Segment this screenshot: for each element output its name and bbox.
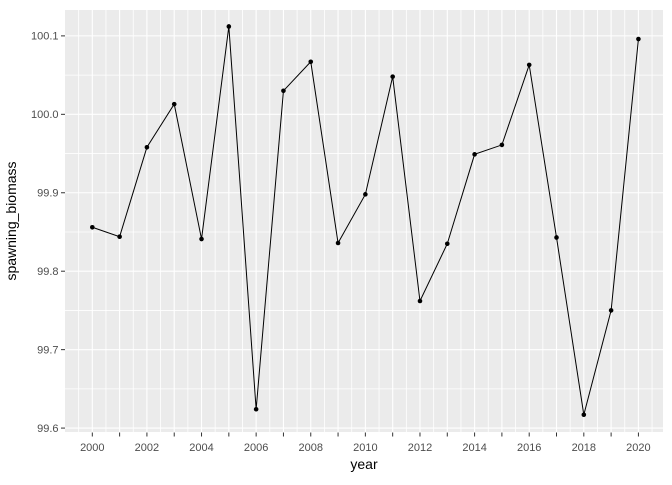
y-tick-label: 100.0 [31,109,59,121]
plot-panel [65,10,663,432]
data-point [171,101,177,107]
data-point [417,298,423,304]
x-tick-label: 2002 [135,442,159,454]
data-point [117,234,122,239]
y-axis-title: spawning_biomass [3,161,19,280]
data-point [581,412,587,418]
y-tick-label: 100.1 [31,31,59,43]
plot-panel-layer [65,10,663,432]
data-point [308,59,314,65]
data-point [253,406,259,412]
x-tick-label: 2008 [299,442,323,454]
x-tick-label: 2018 [572,442,596,454]
x-tick-label: 2006 [244,442,268,454]
data-point [636,36,641,42]
y-tick-label: 99.7 [37,344,58,356]
data-point [199,236,204,242]
y-tick-label: 99.8 [37,266,58,278]
y-tick-label: 99.9 [37,188,58,200]
x-tick-label: 2016 [517,442,541,454]
y-tick-label: 99.6 [37,423,58,435]
x-tick-label: 2014 [462,442,486,454]
data-point [608,308,614,313]
x-tick-label: 2000 [80,442,104,454]
data-point [144,144,150,150]
x-tick-label: 2004 [189,442,213,454]
data-series-layer [90,24,641,418]
data-point [554,235,559,240]
data-point [526,62,532,68]
x-tick-label: 2012 [408,442,432,454]
data-point [363,192,368,197]
x-axis-title: year [350,456,378,472]
data-point [390,74,395,79]
data-point [444,241,450,247]
data-point [90,224,95,230]
data-point [281,88,286,94]
data-point [472,152,477,157]
gridline-layer [65,10,663,432]
axis-layer: 2000 2002 2004 2006 2008 2010 2012 2014 2016 2018… [31,31,651,454]
x-tick-label: 2010 [353,442,377,454]
x-tick-label: 2020 [626,442,650,454]
data-point [226,24,232,29]
data-point [499,142,505,148]
data-point [335,240,341,246]
